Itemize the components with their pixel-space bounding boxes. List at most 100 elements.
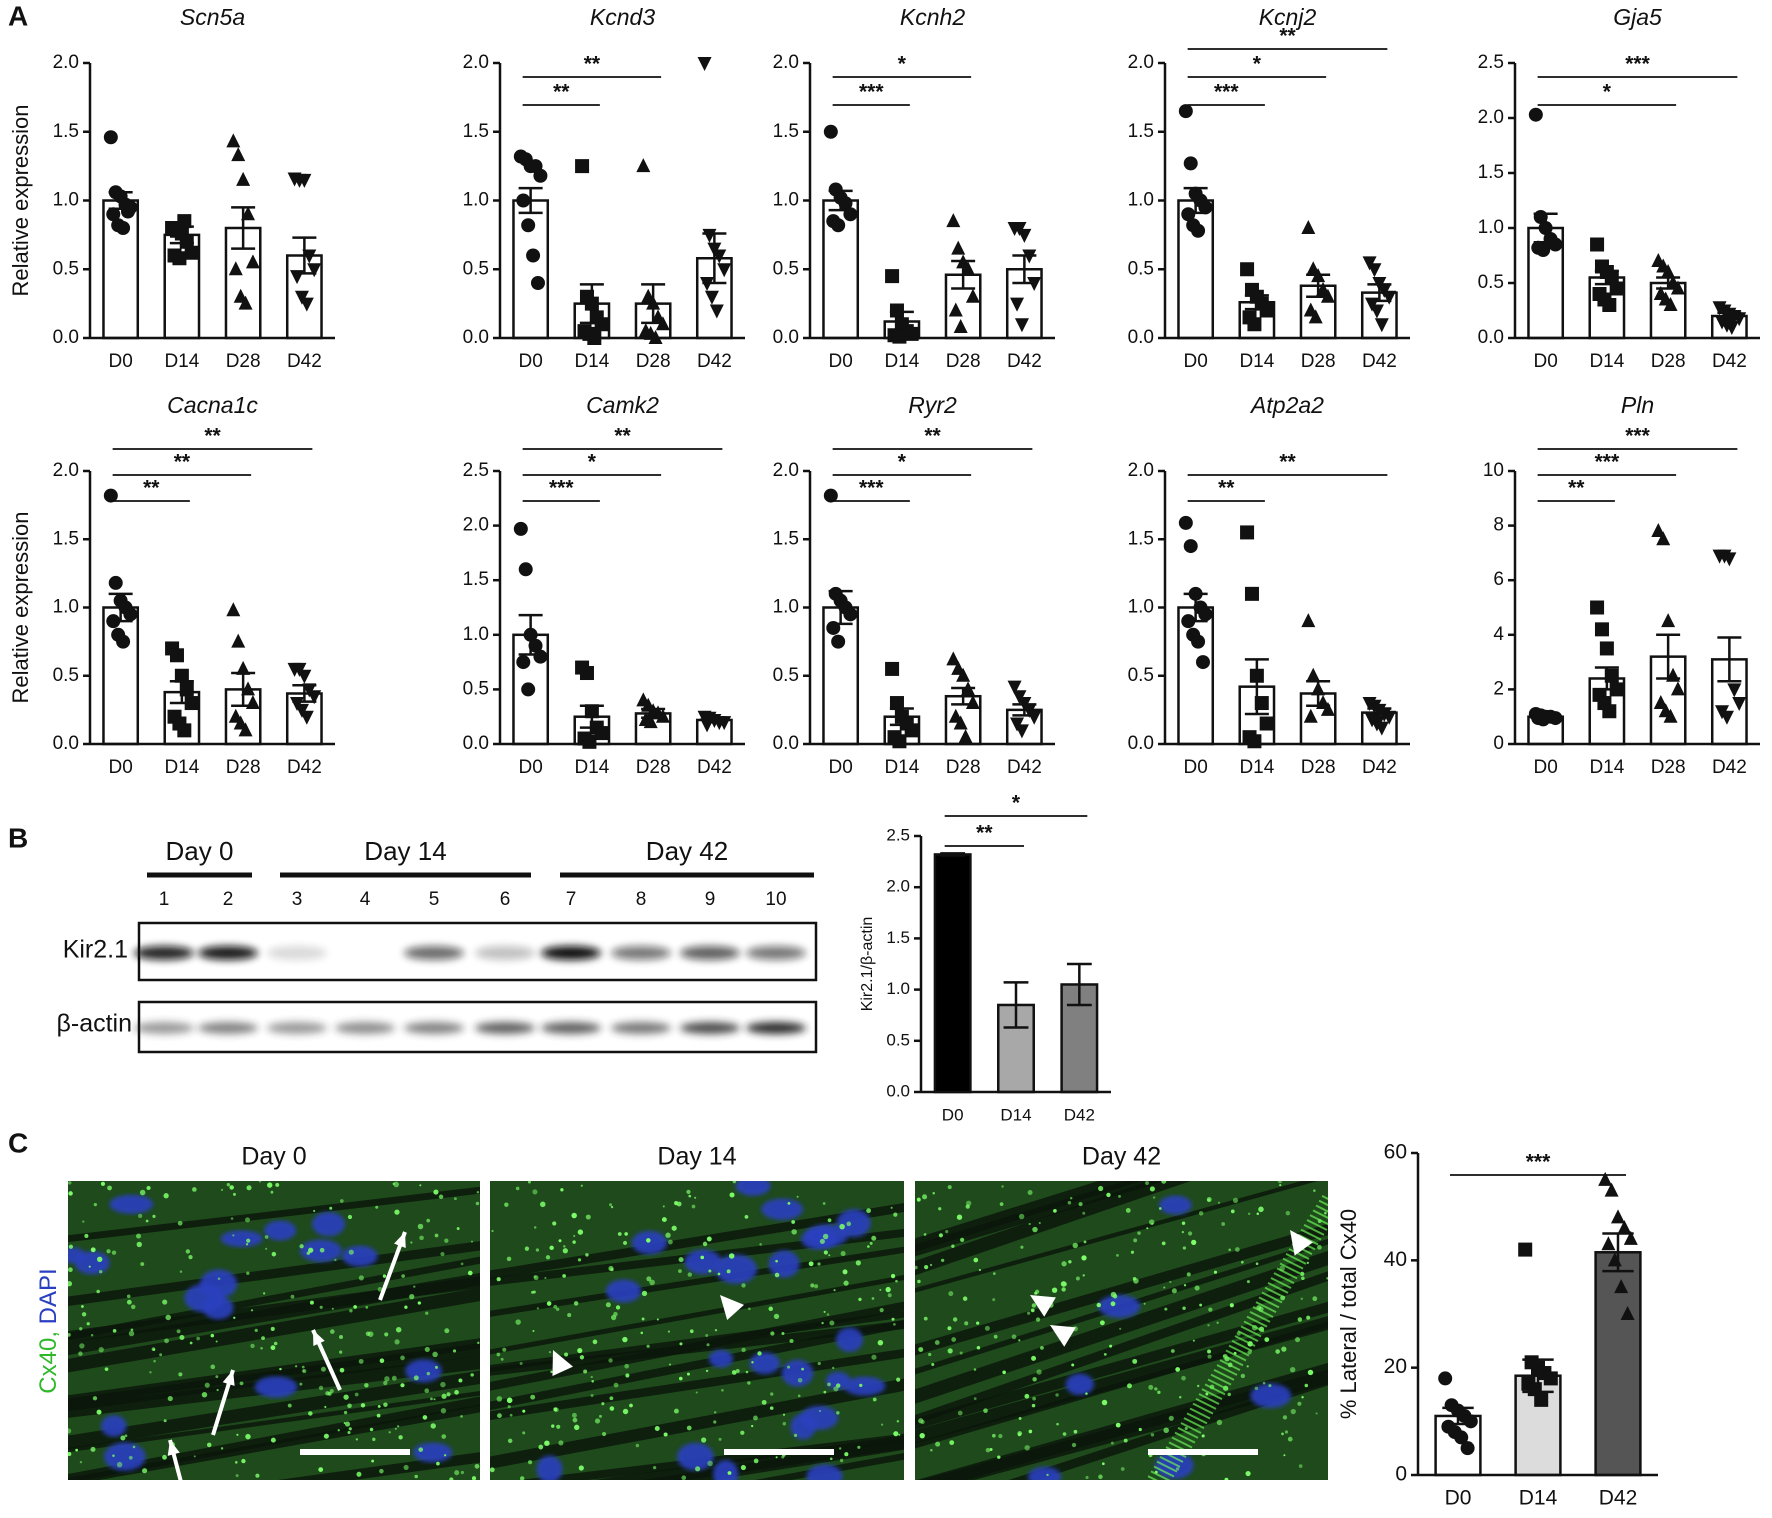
cx40-dot: [1181, 1221, 1186, 1225]
point: [1536, 243, 1551, 257]
cx40-dot: [1246, 1365, 1249, 1368]
y-tick-label: 2.5: [463, 460, 489, 481]
cx40-dot: [360, 1403, 366, 1408]
cx40-dot: [167, 1395, 173, 1402]
cx40-dot: [1051, 1287, 1058, 1293]
cx40-dot: [836, 1411, 840, 1415]
point: [1308, 309, 1323, 324]
cx40-dot: [349, 1309, 353, 1313]
point: [1247, 317, 1262, 332]
point: [1724, 321, 1739, 335]
cx40-dot: [536, 1307, 540, 1310]
cx40-dot: [1279, 1183, 1282, 1187]
cx40-dot: [417, 1223, 424, 1230]
cx40-dot: [308, 1411, 313, 1416]
cx40-dot: [235, 1461, 238, 1464]
point: [526, 248, 541, 263]
cx40-dot: [375, 1205, 379, 1209]
striation: [1240, 1325, 1262, 1338]
y-tick-label: 0.5: [53, 665, 79, 686]
cx40-dot: [384, 1332, 389, 1337]
cx40-dot: [610, 1205, 614, 1209]
cx40-dot: [112, 1329, 117, 1333]
cx40-dot: [524, 1246, 530, 1251]
chart-title: Cacna1c: [167, 392, 258, 418]
x-tick-label: D0: [942, 1105, 964, 1124]
cx40-dot: [215, 1340, 218, 1343]
cx40-dot: [88, 1265, 91, 1268]
x-tick-label: D14: [1000, 1105, 1031, 1124]
nucleus: [836, 1209, 871, 1238]
cx40-dot: [343, 1394, 349, 1400]
nucleus: [1027, 1466, 1062, 1480]
y-tick-label: 2.0: [1128, 52, 1154, 73]
y-tick-label: 2.0: [886, 877, 910, 896]
cx40-dot: [678, 1376, 683, 1381]
cx40-dot: [601, 1402, 605, 1406]
cx40-dot: [100, 1181, 106, 1186]
point: [231, 633, 246, 648]
cx40-dot: [1115, 1422, 1121, 1428]
cx40-dot: [1031, 1303, 1037, 1308]
point: [584, 296, 599, 311]
x-tick-label: D14: [1589, 351, 1624, 372]
cx40-dot: [1300, 1297, 1303, 1300]
arrow-head: [167, 1440, 180, 1456]
cx40-dot: [823, 1390, 827, 1394]
point: [946, 651, 961, 666]
fiber-gap: [68, 1370, 480, 1450]
cx40-dot: [1179, 1396, 1182, 1399]
cx40-dot: [1112, 1294, 1118, 1299]
point: [643, 714, 658, 729]
nucleus: [68, 1247, 86, 1264]
cx40-dot: [471, 1476, 477, 1480]
point: [579, 666, 594, 681]
point: [594, 317, 609, 332]
striation: [1219, 1359, 1241, 1372]
cx40-dot: [962, 1296, 968, 1301]
cx40-dot: [689, 1329, 694, 1334]
cx40-dot: [270, 1326, 275, 1331]
x-tick-label: D28: [636, 351, 671, 372]
point: [1320, 701, 1335, 716]
y-tick-label: 2.0: [53, 460, 79, 481]
cx40-dot: [1038, 1221, 1041, 1225]
cx40-dot: [833, 1289, 836, 1292]
point: [1604, 1182, 1619, 1197]
y-tick-label: 1.5: [1128, 528, 1154, 549]
cx40-dot: [947, 1185, 952, 1190]
point: [843, 607, 858, 622]
cx40-dot: [859, 1383, 863, 1388]
y-tick-label: 2.5: [886, 825, 910, 844]
cx40-dot: [397, 1425, 400, 1428]
cx40-dot: [1152, 1196, 1156, 1199]
point: [1670, 681, 1685, 696]
striation: [1213, 1368, 1235, 1381]
x-tick-label: D14: [884, 757, 919, 778]
point: [1666, 667, 1681, 682]
cx40-dot: [1132, 1358, 1138, 1364]
arrow-head: [313, 1330, 325, 1346]
cx40-dot: [579, 1355, 585, 1360]
x-tick-label: D28: [1301, 757, 1336, 778]
cx40-dot: [871, 1354, 877, 1360]
cx40-dot: [572, 1240, 576, 1244]
y-tick-label: 0.5: [886, 1030, 910, 1049]
cx40-dot: [1207, 1324, 1210, 1327]
cx40-dot: [829, 1320, 835, 1326]
cx40-dot: [532, 1329, 535, 1332]
cx40-dot: [858, 1297, 862, 1302]
cx40-dot: [356, 1471, 362, 1477]
cx40-dot: [358, 1358, 364, 1364]
cx40-dot: [947, 1348, 953, 1354]
cx40-dot: [741, 1283, 746, 1288]
point: [179, 682, 194, 697]
cx40-dot: [369, 1427, 374, 1432]
chart-title: Ryr2: [908, 392, 957, 418]
cx40-dot: [750, 1424, 754, 1428]
point: [513, 521, 528, 536]
cx40-dot: [965, 1200, 972, 1206]
cx40-dot: [306, 1251, 311, 1255]
cx40-dot: [923, 1233, 927, 1236]
cx40-dot: [757, 1351, 762, 1356]
